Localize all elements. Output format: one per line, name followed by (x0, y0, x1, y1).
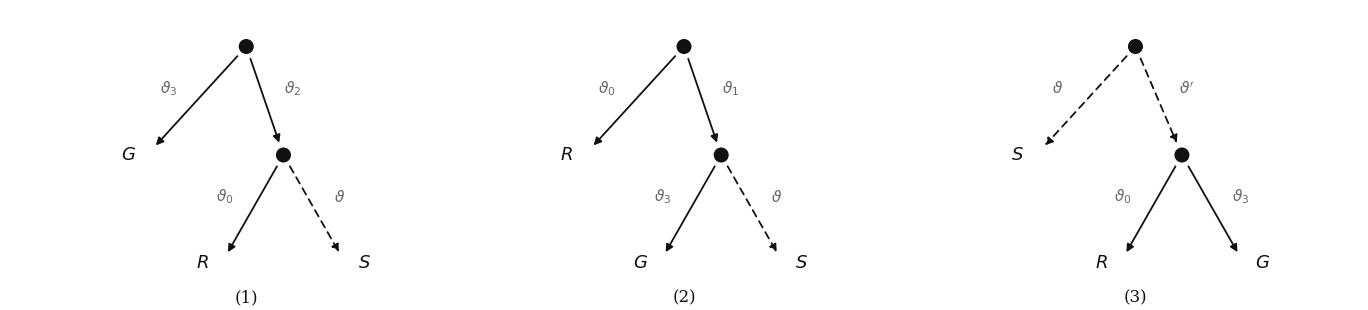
FancyArrowPatch shape (250, 59, 279, 141)
Text: $\vartheta$: $\vartheta$ (772, 189, 782, 205)
Text: $\vartheta$: $\vartheta$ (334, 189, 345, 205)
Text: $G$: $G$ (1254, 255, 1270, 272)
Circle shape (1129, 40, 1142, 53)
FancyArrowPatch shape (1141, 59, 1176, 141)
Circle shape (1175, 148, 1189, 162)
Circle shape (677, 40, 691, 53)
Circle shape (276, 148, 290, 162)
FancyArrowPatch shape (1127, 166, 1175, 250)
Text: $\vartheta_0$: $\vartheta_0$ (598, 79, 616, 98)
Text: $S$: $S$ (1011, 146, 1025, 164)
FancyArrowPatch shape (688, 59, 717, 141)
FancyArrowPatch shape (595, 56, 676, 144)
FancyArrowPatch shape (290, 166, 338, 250)
FancyArrowPatch shape (728, 166, 776, 250)
FancyArrowPatch shape (1047, 56, 1127, 144)
Text: $\vartheta$: $\vartheta$ (1052, 80, 1063, 96)
FancyArrowPatch shape (157, 56, 238, 144)
FancyArrowPatch shape (1189, 166, 1237, 250)
Text: $\vartheta_3$: $\vartheta_3$ (160, 79, 178, 98)
Text: $\vartheta_3$: $\vartheta_3$ (1233, 188, 1249, 206)
Text: $R$: $R$ (560, 146, 573, 164)
Text: $\vartheta_2$: $\vartheta_2$ (285, 79, 301, 98)
Text: $S$: $S$ (795, 255, 808, 272)
FancyArrowPatch shape (666, 166, 714, 250)
Circle shape (714, 148, 728, 162)
Text: $R$: $R$ (197, 255, 209, 272)
Text: $\vartheta'$: $\vartheta'$ (1179, 80, 1194, 97)
Text: $G$: $G$ (120, 146, 135, 164)
Text: (2): (2) (672, 289, 696, 306)
Text: $\vartheta_3$: $\vartheta_3$ (654, 188, 670, 206)
Text: $\vartheta_1$: $\vartheta_1$ (722, 79, 739, 98)
Text: $R$: $R$ (1094, 255, 1108, 272)
FancyArrowPatch shape (228, 166, 276, 250)
Text: $\vartheta_0$: $\vartheta_0$ (216, 188, 234, 206)
Text: (3): (3) (1123, 289, 1148, 306)
Text: $G$: $G$ (633, 255, 648, 272)
Text: (1): (1) (234, 289, 259, 306)
Text: $\vartheta_0$: $\vartheta_0$ (1115, 188, 1131, 206)
Circle shape (239, 40, 253, 53)
Text: $S$: $S$ (357, 255, 371, 272)
